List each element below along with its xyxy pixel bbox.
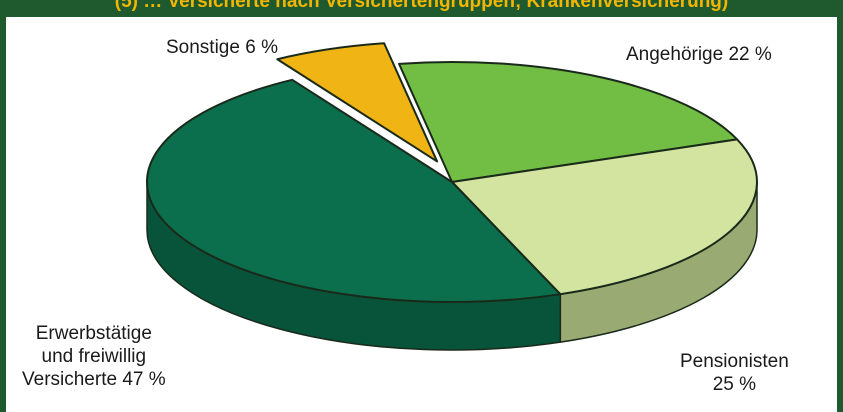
label-pensionisten-line-1: Pensionisten <box>680 351 789 372</box>
label-erwerbstaetige: Erwerbstätige und freiwillig Versicherte… <box>22 322 166 391</box>
pie-slice-sonstige <box>276 42 439 163</box>
chart-header-bar: (5) … Versicherte nach Versichertengrupp… <box>0 0 843 17</box>
label-erwerbstaetige-line-3: Versicherte 47 % <box>22 369 166 390</box>
label-erwerbstaetige-line-2: und freiwillig <box>41 346 147 367</box>
pie-slice-pensionisten <box>451 138 758 296</box>
label-angehoerige: Angehörige 22 % <box>626 44 772 65</box>
label-erwerbstaetige-line-1: Erwerbstätige <box>35 323 152 344</box>
pie-slice-erwerbst-tige-und-freiwillig-versicherte <box>146 78 562 303</box>
label-pensionisten: Pensionisten 25 % <box>680 350 789 396</box>
label-sonstige: Sonstige 6 % <box>166 37 278 58</box>
chart-title: (5) … Versicherte nach Versichertengrupp… <box>114 0 729 12</box>
label-pensionisten-line-2: 25 % <box>712 374 757 395</box>
